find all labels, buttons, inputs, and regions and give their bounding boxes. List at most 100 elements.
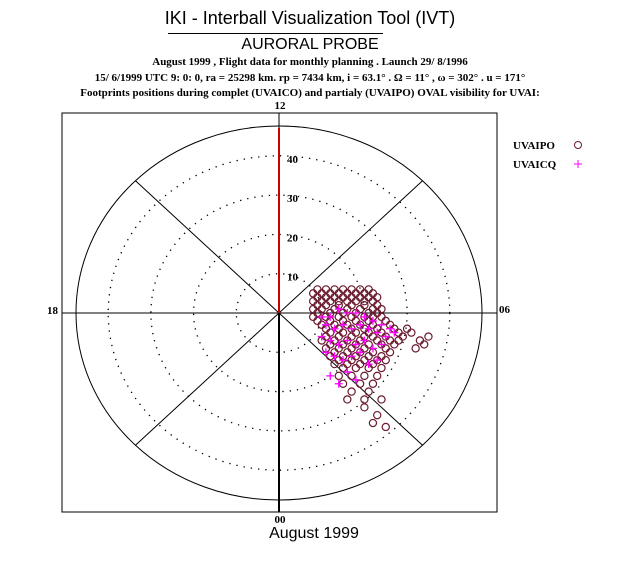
data-point-uvaipo xyxy=(343,348,352,357)
radial-tick-label: 30 xyxy=(287,193,299,205)
data-point-uvaipo xyxy=(308,304,318,314)
data-point-uvaipo xyxy=(343,359,352,369)
data-point-uvaicq xyxy=(347,324,356,333)
data-point-uvaicq xyxy=(334,379,343,388)
data-point-uvaipo xyxy=(364,352,373,361)
data-point-uvaipo xyxy=(334,312,343,322)
data-point-uvaipo xyxy=(381,355,390,365)
data-point-uvaipo xyxy=(368,297,378,306)
data-point-uvaicq xyxy=(364,360,373,369)
data-point-uvaipo xyxy=(334,371,343,381)
data-point-uvaicq xyxy=(330,352,339,361)
data-point-uvaipo xyxy=(368,289,378,298)
data-point-uvaicq xyxy=(339,320,348,329)
data-point-uvaicq xyxy=(317,332,326,341)
data-point-uvaipo xyxy=(381,344,390,353)
data-point-uvaipo xyxy=(317,289,326,298)
data-point-uvaipo xyxy=(373,300,382,310)
data-point-uvaicq xyxy=(360,312,369,321)
data-point-uvaipo xyxy=(347,371,356,381)
data-point-uvaicq xyxy=(373,356,382,365)
data-point-uvaipo xyxy=(368,379,378,388)
legend-marker-circle xyxy=(574,141,582,149)
data-point-uvaipo xyxy=(347,344,356,353)
data-point-uvaipo xyxy=(385,336,395,345)
probe-name: AURORAL PROBE xyxy=(241,36,379,53)
data-point-uvaipo xyxy=(338,293,348,302)
data-point-uvaicq xyxy=(326,312,335,321)
data-point-uvaipo xyxy=(419,340,429,349)
plot-description: Footprints positions during complet (UVA… xyxy=(80,87,540,99)
data-point-uvaipo xyxy=(381,316,390,326)
data-point-uvaicq xyxy=(368,316,377,325)
data-point-uvaipo xyxy=(321,285,331,294)
legend-marker-plus xyxy=(574,160,582,168)
data-point-uvaipo xyxy=(385,348,395,357)
data-point-uvaipo xyxy=(334,289,343,298)
data-point-uvaipo xyxy=(334,297,343,306)
data-point-uvaipo xyxy=(360,297,369,306)
data-point-uvaipo xyxy=(347,300,356,310)
plot-footer-date: August 1999 xyxy=(269,525,359,542)
data-point-uvaipo xyxy=(377,304,386,314)
data-point-uvaicq xyxy=(390,328,399,337)
data-point-uvaipo xyxy=(326,328,335,337)
data-point-uvaipo xyxy=(338,285,348,294)
data-point-uvaipo xyxy=(355,304,365,314)
flight-info: August 1999 , Flight data for monthly pl… xyxy=(152,56,468,68)
data-point-uvaicq xyxy=(373,328,382,337)
data-point-uvaipo xyxy=(355,285,365,294)
data-point-uvaicq xyxy=(360,336,369,345)
data-point-uvaicq xyxy=(330,324,339,333)
data-point-uvaipo xyxy=(360,371,369,381)
mlt-label-left: 18 xyxy=(47,305,59,317)
data-point-uvaipo xyxy=(360,403,369,412)
data-point-uvaicq xyxy=(368,344,377,353)
data-point-uvaicq xyxy=(334,340,343,349)
data-point-uvaipo xyxy=(330,293,339,302)
data-point-uvaicq xyxy=(386,324,395,333)
data-point-uvaipo xyxy=(321,300,331,310)
data-point-uvaipo xyxy=(347,387,356,396)
data-point-uvaipo xyxy=(377,312,386,322)
data-point-uvaipo xyxy=(338,328,348,337)
data-point-uvaipo xyxy=(321,293,331,302)
mlt-label-top: 12 xyxy=(275,100,287,112)
data-point-uvaicq xyxy=(339,356,348,365)
data-point-uvaipo xyxy=(360,344,369,353)
diagonal-line-1 xyxy=(278,180,423,314)
legend-label-uvaicq: UVAICQ xyxy=(513,159,557,171)
mlt-label-right: 06 xyxy=(499,304,511,316)
data-point-uvaipo xyxy=(313,300,322,310)
data-point-uvaipo xyxy=(355,379,365,388)
radial-tick-label: 40 xyxy=(287,154,299,166)
title-underline xyxy=(168,33,383,34)
diagonal-line-2 xyxy=(135,312,280,446)
data-point-uvaipo xyxy=(308,312,318,322)
data-point-uvaipo xyxy=(326,289,335,298)
data-point-uvaipo xyxy=(381,422,390,432)
data-point-uvaicq xyxy=(377,320,386,329)
data-point-uvaicq xyxy=(343,336,352,345)
data-point-uvaipo xyxy=(351,289,361,298)
app-title: IKI - Interball Visualization Tool (IVT) xyxy=(164,8,456,28)
radial-tick-label: 10 xyxy=(287,272,299,284)
data-point-uvaicq xyxy=(351,375,360,384)
data-point-uvaipo xyxy=(398,332,408,341)
data-point-uvaipo xyxy=(313,285,322,294)
data-point-uvaipo xyxy=(390,340,399,349)
data-point-uvaipo xyxy=(360,355,369,365)
data-point-uvaipo xyxy=(364,285,373,294)
data-point-uvaipo xyxy=(377,352,386,361)
radial-tick-label: 20 xyxy=(287,232,299,244)
data-point-uvaicq xyxy=(377,340,386,349)
data-point-uvaicq xyxy=(356,348,365,357)
data-point-uvaipo xyxy=(330,285,339,294)
data-point-uvaipo xyxy=(415,336,425,345)
data-point-uvaipo xyxy=(377,363,386,373)
data-point-uvaipo xyxy=(330,359,339,369)
data-point-uvaipo xyxy=(407,328,416,337)
data-point-uvaipo xyxy=(355,359,365,369)
data-point-uvaicq xyxy=(326,371,335,380)
